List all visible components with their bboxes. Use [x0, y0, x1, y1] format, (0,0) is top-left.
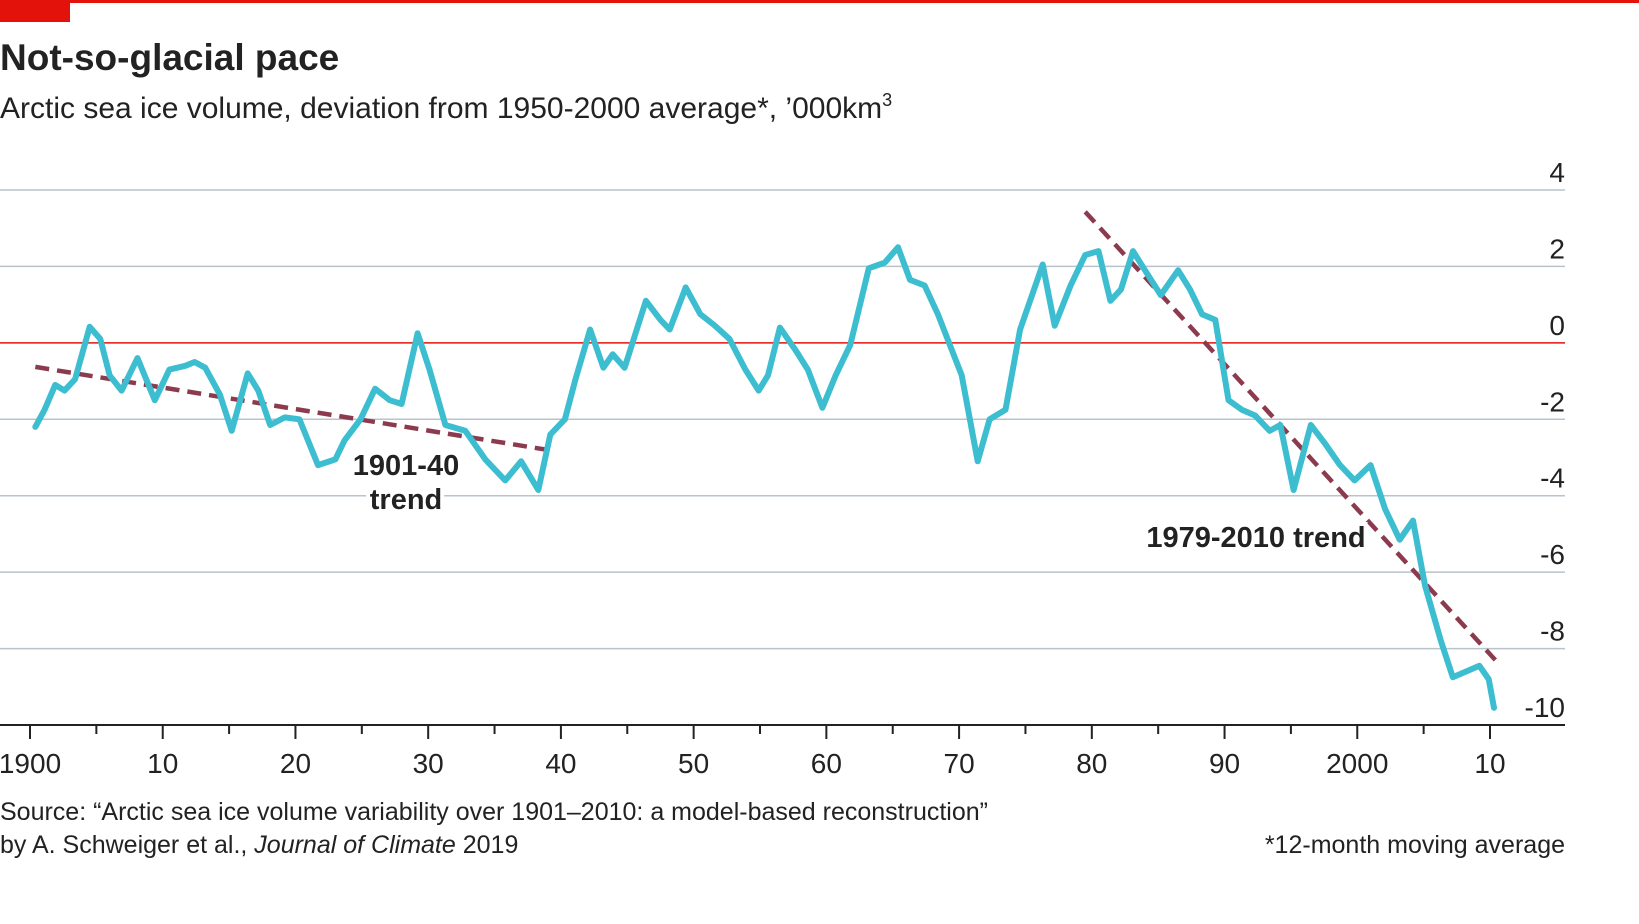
subtitle-sup: 3	[882, 90, 892, 110]
x-tick-label: 80	[1076, 748, 1107, 779]
y-tick-label: -6	[1540, 539, 1565, 570]
x-tick-label: 50	[678, 748, 709, 779]
x-tick-label: 2000	[1326, 748, 1388, 779]
x-tick-label: 30	[413, 748, 444, 779]
red-tab	[0, 0, 70, 22]
y-tick-label: -4	[1540, 463, 1565, 494]
trend-label: 1979-2010 trend	[1146, 522, 1365, 554]
x-tick-label: 20	[280, 748, 311, 779]
x-tick-label: 70	[944, 748, 975, 779]
y-tick-label: 4	[1549, 157, 1565, 188]
source-text: 2019	[456, 831, 519, 859]
subtitle-text: Arctic sea ice volume, deviation from 19…	[0, 92, 882, 125]
chart-subtitle: Arctic sea ice volume, deviation from 19…	[0, 90, 892, 125]
x-tick-label: 10	[1474, 748, 1505, 779]
y-tick-label: 2	[1549, 233, 1565, 264]
trend-line	[1083, 210, 1497, 662]
footnote: *12-month moving average	[1265, 831, 1565, 859]
y-tick-label: 0	[1549, 310, 1565, 341]
x-tick-label: 1900	[0, 748, 61, 779]
y-tick-label: -10	[1525, 692, 1565, 723]
x-tick-label: 90	[1209, 748, 1240, 779]
x-tick-label: 40	[545, 748, 576, 779]
data-line	[32, 244, 1497, 711]
trend-label: trend	[370, 484, 443, 516]
y-tick-label: -2	[1540, 386, 1565, 417]
trend-label: 1901-40	[353, 450, 459, 482]
x-tick-label: 10	[147, 748, 178, 779]
chart-title: Not-so-glacial pace	[0, 37, 339, 78]
source-journal: Journal of Climate	[253, 831, 455, 859]
source-text: by A. Schweiger et al.,	[0, 831, 254, 859]
y-tick-label: -8	[1540, 616, 1565, 647]
top-rule	[0, 0, 1639, 3]
source: by A. Schweiger et al., Journal of Clima…	[0, 831, 518, 859]
source: Source: “Arctic sea ice volume variabili…	[0, 798, 988, 826]
x-tick-label: 60	[811, 748, 842, 779]
